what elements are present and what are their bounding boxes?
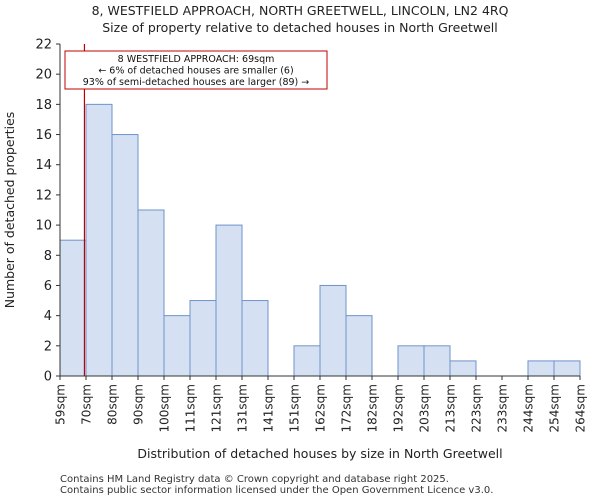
x-tick-label: 172sqm <box>340 384 354 432</box>
y-tick-label: 18 <box>35 98 52 113</box>
x-tick-label: 192sqm <box>392 384 406 432</box>
bar-121sqm <box>215 224 243 377</box>
y-tick-label: 14 <box>35 158 52 173</box>
bar-111sqm <box>189 300 217 377</box>
x-tick-label: 141sqm <box>262 384 276 432</box>
x-tick-label: 59sqm <box>54 384 68 425</box>
x-tick-label: 203sqm <box>418 384 432 432</box>
bar-244sqm <box>527 360 555 377</box>
annotation-line-3: 93% of semi-detached houses are larger (… <box>83 77 310 88</box>
y-tick-label: 10 <box>35 219 52 234</box>
bar-70sqm <box>85 103 113 377</box>
x-tick-label: 213sqm <box>444 384 458 432</box>
y-tick-label: 8 <box>44 249 52 264</box>
annotation-box <box>64 50 328 90</box>
bar-213sqm <box>449 360 477 377</box>
x-tick-label: 162sqm <box>314 384 328 432</box>
bar-59sqm <box>59 239 87 377</box>
bar-100sqm <box>163 315 191 377</box>
x-tick-label: 233sqm <box>496 384 510 432</box>
bar-192sqm <box>397 345 425 377</box>
footer-licence: Contains public sector information licen… <box>60 485 494 496</box>
x-tick-label: 223sqm <box>470 384 484 432</box>
y-tick-label: 22 <box>35 38 52 53</box>
x-tick-label: 70sqm <box>80 384 94 425</box>
bar-131sqm <box>241 300 269 377</box>
x-tick-label: 90sqm <box>132 384 146 425</box>
x-tick-label: 254sqm <box>548 384 562 432</box>
x-tick-label: 111sqm <box>184 384 198 432</box>
x-axis-title: Distribution of detached houses by size … <box>137 446 502 461</box>
x-tick-label: 244sqm <box>522 384 536 432</box>
y-tick-label: 2 <box>44 339 52 354</box>
x-tick-label: 151sqm <box>288 384 302 432</box>
x-tick-label: 182sqm <box>366 384 380 432</box>
bar-162sqm <box>319 284 347 377</box>
annotation-line-2: ← 6% of detached houses are smaller (6) <box>98 66 293 77</box>
bar-203sqm <box>423 345 451 377</box>
y-tick-label: 12 <box>35 188 52 203</box>
y-axis-title: Number of detached properties <box>2 112 17 309</box>
bar-80sqm <box>111 134 139 377</box>
y-tick-label: 6 <box>44 279 52 294</box>
footer-copyright: Contains HM Land Registry data © Crown c… <box>60 474 449 485</box>
bar-254sqm <box>553 360 581 377</box>
x-tick-label: 264sqm <box>574 384 588 432</box>
bar-90sqm <box>137 209 165 377</box>
y-tick-label: 20 <box>35 68 52 83</box>
x-tick-label: 131sqm <box>236 384 250 432</box>
x-tick-label: 100sqm <box>158 384 172 432</box>
x-tick-label: 121sqm <box>210 384 224 432</box>
chart-subtitle: Size of property relative to detached ho… <box>102 20 498 35</box>
y-tick-label: 16 <box>35 128 52 143</box>
bar-172sqm <box>345 315 373 377</box>
y-tick-label: 4 <box>44 309 52 324</box>
chart-title: 8, WESTFIELD APPROACH, NORTH GREETWELL, … <box>91 3 509 18</box>
annotation-line-1: 8 WESTFIELD APPROACH: 69sqm <box>118 54 275 65</box>
bar-151sqm <box>293 345 321 377</box>
y-tick-label: 0 <box>44 370 52 385</box>
x-tick-label: 80sqm <box>106 384 120 425</box>
